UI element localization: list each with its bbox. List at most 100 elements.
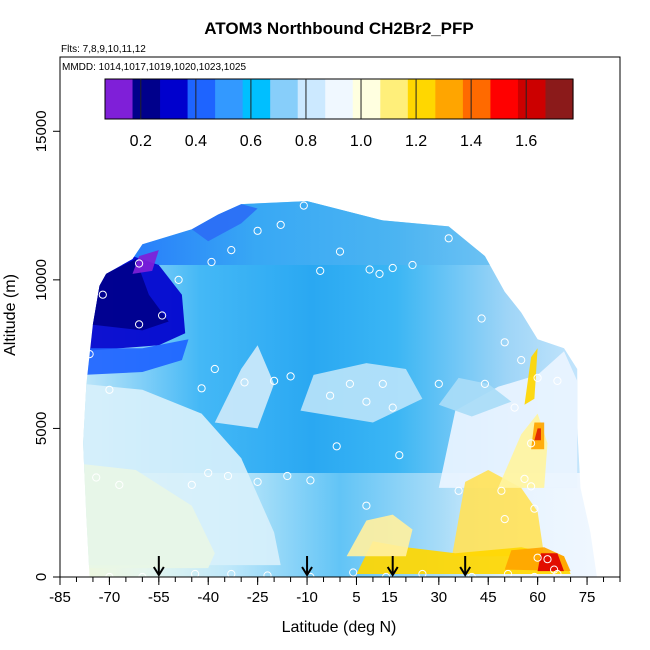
sample-point xyxy=(378,379,387,388)
sample-point xyxy=(158,311,167,320)
heat-region-mid-light-stripe xyxy=(438,377,512,417)
y-axis: 0 5000 10000 15000 xyxy=(33,110,60,581)
heat-region-pale-gap xyxy=(214,345,275,429)
x-tick-label: -25 xyxy=(247,589,269,606)
sample-point xyxy=(92,473,101,482)
x-tick-label: 75 xyxy=(579,589,596,606)
heat-region-sub-light-lens xyxy=(300,363,423,423)
sample-point xyxy=(517,356,526,365)
sample-point xyxy=(316,266,325,275)
colorbar-swatch xyxy=(490,79,519,119)
x-tick-label: -10 xyxy=(296,589,318,606)
sample-point xyxy=(395,451,404,460)
x-tick-label: -40 xyxy=(197,589,219,606)
chart-title: ATOM3 Northbound CH2Br2_PFP xyxy=(204,19,474,38)
profile-arrow xyxy=(386,556,399,577)
sample-point xyxy=(197,384,206,393)
sample-point xyxy=(444,234,453,243)
heat-region-pale-southern-low xyxy=(83,464,215,569)
heat-region-low-southern-edge xyxy=(83,339,189,375)
sample-point xyxy=(135,259,144,268)
heat-region-n-yellow-band xyxy=(452,470,545,557)
heat-region-low-southern-core xyxy=(89,259,169,331)
sample-point xyxy=(362,501,371,510)
x-tick-label: -70 xyxy=(99,589,121,606)
y-tick-label: 15000 xyxy=(33,110,50,152)
sample-point xyxy=(187,480,196,489)
x-tick-label: 45 xyxy=(480,589,497,606)
sample-point xyxy=(500,338,509,347)
sample-point xyxy=(533,373,542,382)
colorbar-swatch xyxy=(297,79,326,119)
sample-point xyxy=(227,246,236,255)
sample-point xyxy=(85,350,94,359)
colorbar-swatch xyxy=(160,79,189,119)
sample-point xyxy=(454,486,463,495)
sample-point xyxy=(527,439,536,448)
sample-point xyxy=(326,391,335,400)
sample-point xyxy=(174,275,183,284)
colorbar-swatch xyxy=(545,79,574,119)
sample-point xyxy=(345,379,354,388)
sample-point xyxy=(306,476,315,485)
sample-point xyxy=(480,379,489,388)
sample-point xyxy=(550,565,559,574)
colorbar-swatch xyxy=(270,79,299,119)
colorbar-swatch xyxy=(132,79,161,119)
x-tick-label: 60 xyxy=(529,589,546,606)
sample-point xyxy=(191,569,200,579)
sample-point xyxy=(283,471,292,481)
sample-point xyxy=(253,477,262,486)
y-axis-label: Altitude (m) xyxy=(2,274,19,356)
x-tick-label: -85 xyxy=(49,589,71,606)
colorbar: 0.2 0.4 0.6 0.8 1.0 1.2 1.4 1.6 xyxy=(104,78,574,150)
heat-region-eq-yellow-lens xyxy=(346,514,413,557)
colorbar-tick-label: 0.6 xyxy=(240,133,262,150)
x-tick-label: -55 xyxy=(148,589,170,606)
x-tick-label: 30 xyxy=(430,589,447,606)
colorbar-swatch xyxy=(407,79,436,119)
sample-point xyxy=(286,372,295,381)
colorbar-tick-label: 1.2 xyxy=(405,133,427,150)
y-tick-label: 0 xyxy=(33,573,50,581)
sample-point xyxy=(253,226,262,235)
colorbar-swatch xyxy=(325,79,354,119)
y-tick-label: 5000 xyxy=(33,412,50,445)
sample-point xyxy=(105,385,114,394)
colorbar-swatch xyxy=(462,79,492,119)
sample-point xyxy=(270,376,279,385)
sample-point xyxy=(579,378,588,387)
x-axis: -85 -70 -55 -40 -25 -10 5 15 30 45 60 75 xyxy=(49,577,621,606)
colorbar-swatch xyxy=(517,79,547,119)
dates-label: MMDD: 1014,1017,1019,1020,1023,1025 xyxy=(62,62,246,73)
sample-point xyxy=(477,314,486,323)
heat-region-n-red-mid xyxy=(534,428,541,441)
y-tick-label: 10000 xyxy=(33,259,50,301)
sample-point xyxy=(263,571,272,580)
colorbar-swatch xyxy=(352,79,381,119)
colorbar-frame xyxy=(104,78,574,120)
sample-point xyxy=(332,442,341,451)
colorbar-tick-label: 1.4 xyxy=(460,133,482,150)
colorbar-tick-label: 0.2 xyxy=(130,133,152,150)
sample-point xyxy=(388,263,397,273)
heat-region-n-yellow-streak xyxy=(524,348,538,405)
sample-point xyxy=(520,474,529,483)
sample-point xyxy=(227,569,236,579)
sample-point xyxy=(135,320,144,329)
sample-point xyxy=(276,220,285,229)
sample-point xyxy=(207,257,216,267)
colorbar-tick-label: 0.4 xyxy=(185,133,207,150)
profile-arrow xyxy=(301,556,313,577)
x-axis-label: Latitude (deg N) xyxy=(282,619,397,636)
x-tick-label: 5 xyxy=(352,589,360,606)
flights-label: Flts: 7,8,9,10,11,12 xyxy=(61,44,146,55)
sample-point xyxy=(210,364,219,374)
colorbar-swatch xyxy=(435,79,464,119)
colorbar-swatch xyxy=(105,79,134,119)
sample-point xyxy=(408,260,417,270)
sample-point xyxy=(543,555,552,564)
sample-point xyxy=(349,568,358,577)
sample-point xyxy=(530,504,539,513)
